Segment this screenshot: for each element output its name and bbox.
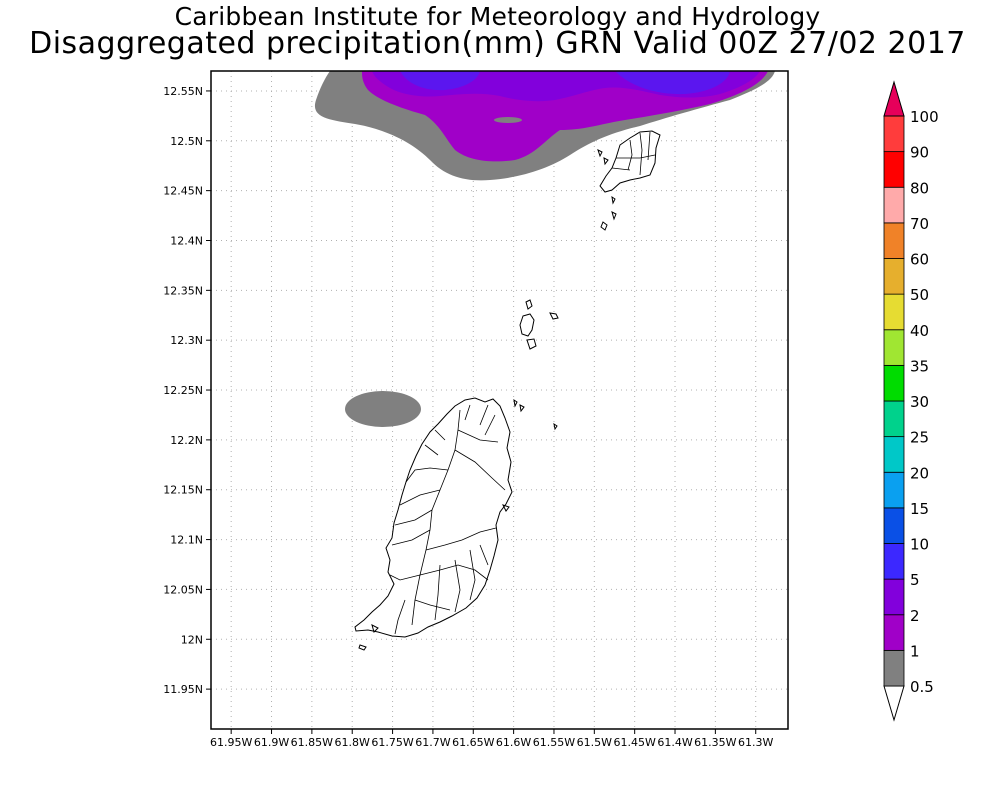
coastlines bbox=[354, 130, 661, 651]
precip-area-5mm-core-west bbox=[400, 71, 480, 91]
lon-tick-label: 61.5W bbox=[577, 736, 612, 749]
lon-tick-label: 61.35W bbox=[694, 736, 736, 749]
colorbar-label: 15 bbox=[910, 500, 929, 518]
chart-subtitle: Disaggregated precipitation(mm) GRN Vali… bbox=[29, 26, 966, 61]
colorbar-label: 20 bbox=[910, 464, 929, 482]
lat-tick-label: 12.4N bbox=[170, 234, 203, 247]
precip-area-0.5mm-west bbox=[345, 391, 421, 427]
colorbar-label: 35 bbox=[910, 357, 929, 375]
lat-tick-label: 12.25N bbox=[163, 384, 203, 397]
grenadines-islets bbox=[519, 299, 559, 350]
latitude-axis: 12.55N 12.5N 12.45N 12.4N 12.35N 12.3N 12.25N 1… bbox=[163, 85, 211, 696]
colorbar-label: 0.5 bbox=[910, 678, 934, 696]
lon-tick-label: 61.4W bbox=[657, 736, 692, 749]
precip-area-5mm-core-east bbox=[615, 71, 730, 95]
colorbar-swatch bbox=[883, 471, 905, 509]
lon-tick-label: 61.95W bbox=[210, 736, 252, 749]
carriacou-internal bbox=[611, 131, 656, 176]
colorbar-label: 5 bbox=[910, 571, 920, 589]
colorbar-swatch bbox=[883, 364, 905, 402]
colorbar-label: 1 bbox=[910, 642, 920, 660]
colorbar-label: 40 bbox=[910, 322, 929, 340]
lat-tick-label: 12.5N bbox=[170, 135, 203, 148]
lon-tick-label: 61.75W bbox=[371, 736, 413, 749]
chart-title: Caribbean Institute for Meteorology and … bbox=[174, 2, 821, 31]
colorbar-label: 70 bbox=[910, 215, 929, 233]
colorbar-label: 60 bbox=[910, 251, 929, 269]
precip-gap bbox=[494, 117, 522, 123]
lon-tick-label: 61.7W bbox=[415, 736, 450, 749]
lat-tick-label: 12.05N bbox=[163, 583, 203, 596]
colorbar-label: 10 bbox=[910, 536, 929, 554]
lon-tick-label: 61.55W bbox=[533, 736, 575, 749]
colorbar-swatch bbox=[883, 614, 905, 651]
lat-tick-label: 12.45N bbox=[163, 185, 203, 198]
colorbar-label: 50 bbox=[910, 286, 929, 304]
lat-tick-label: 12.55N bbox=[163, 85, 203, 98]
lat-tick-label: 12N bbox=[181, 633, 203, 646]
longitude-axis: 61.95W 61.9W 61.85W 61.8W 61.75W 61.7W 61.65W 6… bbox=[210, 729, 774, 749]
lat-tick-label: 12.1N bbox=[170, 534, 203, 547]
small-islands-north bbox=[597, 149, 617, 231]
colorbar-swatch bbox=[883, 115, 905, 153]
colorbar-swatch bbox=[883, 293, 905, 331]
colorbar-swatch bbox=[883, 329, 905, 366]
colorbar-swatch bbox=[883, 649, 905, 687]
grenada-south-islets bbox=[358, 624, 379, 651]
grenada-island bbox=[354, 397, 513, 638]
colorbar-label: 100 bbox=[910, 108, 939, 126]
colorbar-swatch bbox=[883, 258, 905, 295]
colorbar-swatch bbox=[883, 222, 905, 259]
map-frame bbox=[210, 70, 789, 730]
colorbar-swatch bbox=[883, 578, 905, 616]
lat-tick-label: 12.35N bbox=[163, 284, 203, 297]
lon-tick-label: 61.3W bbox=[738, 736, 773, 749]
colorbar-swatch bbox=[883, 151, 905, 188]
colorbar-over-triangle bbox=[883, 80, 905, 117]
colorbar-swatch bbox=[883, 186, 905, 224]
colorbar-under-triangle bbox=[883, 685, 905, 722]
colorbar-swatch bbox=[883, 543, 905, 580]
lon-tick-label: 61.65W bbox=[452, 736, 494, 749]
lon-tick-label: 61.8W bbox=[335, 736, 370, 749]
colorbar-swatch bbox=[883, 507, 905, 544]
lon-tick-label: 61.9W bbox=[254, 736, 289, 749]
lat-tick-label: 11.95N bbox=[163, 683, 203, 696]
colorbar-label: 30 bbox=[910, 393, 929, 411]
lon-tick-label: 61.85W bbox=[291, 736, 333, 749]
colorbar-label: 2 bbox=[910, 607, 920, 625]
lon-tick-label: 61.45W bbox=[613, 736, 655, 749]
colorbar-label: 25 bbox=[910, 429, 929, 447]
lat-tick-label: 12.15N bbox=[163, 484, 203, 497]
grenada-east-islets bbox=[502, 398, 558, 512]
lon-tick-label: 61.6W bbox=[496, 736, 531, 749]
colorbar-label: 80 bbox=[910, 179, 929, 197]
grenada-parish-boundaries bbox=[389, 404, 506, 635]
colorbar-swatch bbox=[883, 436, 905, 473]
lat-tick-label: 12.2N bbox=[170, 434, 203, 447]
colorbar-label: 90 bbox=[910, 144, 929, 162]
colorbar-swatch bbox=[883, 400, 905, 438]
precipitation-field bbox=[314, 71, 775, 427]
lat-tick-label: 12.3N bbox=[170, 334, 203, 347]
